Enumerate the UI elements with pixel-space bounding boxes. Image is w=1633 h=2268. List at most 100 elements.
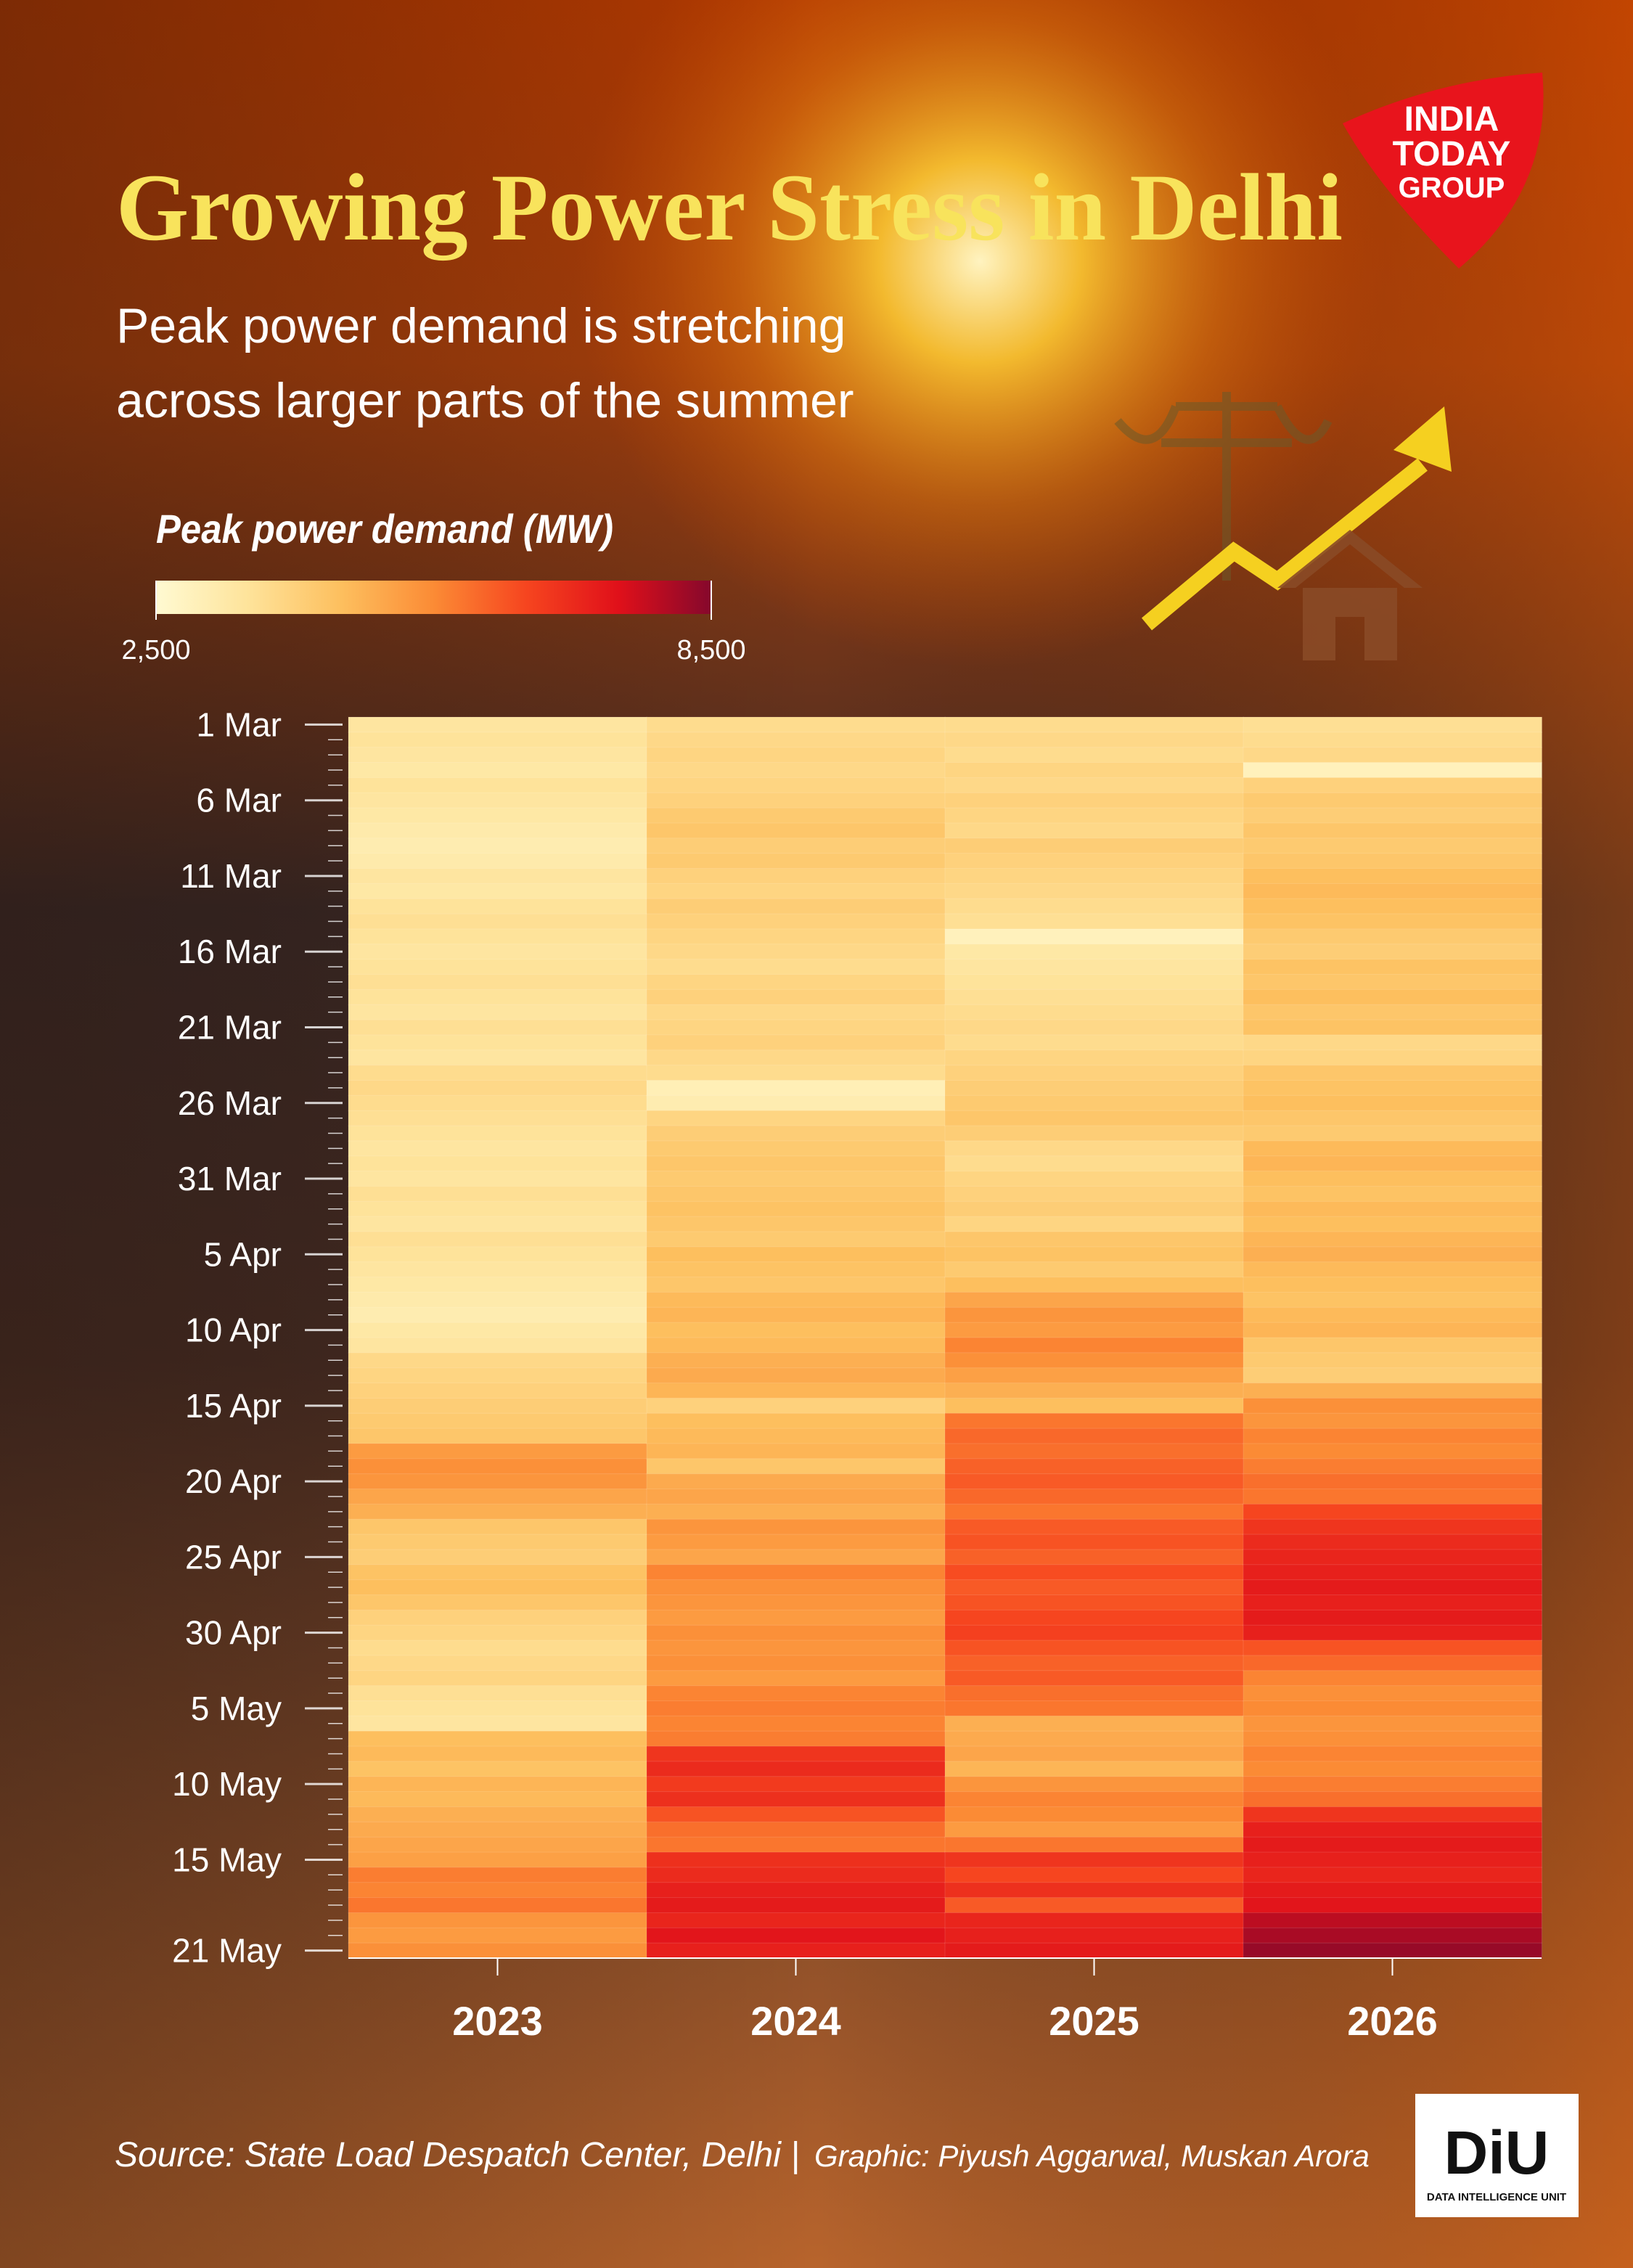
heat-cell <box>646 1412 946 1430</box>
heat-cell <box>646 1140 946 1157</box>
y-tick-label: 5 Apr <box>204 1235 282 1273</box>
heat-cell <box>1243 868 1542 885</box>
heat-cell <box>646 1261 946 1278</box>
heat-cell <box>348 1639 647 1656</box>
heat-cell <box>646 1428 946 1444</box>
heat-cell <box>348 1730 647 1748</box>
heat-cell <box>348 1836 647 1854</box>
heat-cell <box>348 732 647 748</box>
heat-cell <box>348 1489 647 1505</box>
heat-cell <box>944 1367 1244 1384</box>
heat-cell <box>944 1836 1244 1854</box>
heat-cell <box>944 762 1244 779</box>
heat-cell <box>348 777 647 794</box>
heat-cell <box>348 1322 647 1339</box>
heat-cell <box>1243 1231 1542 1248</box>
heat-cell <box>1243 898 1542 915</box>
heat-cell <box>944 928 1244 945</box>
y-tick-label: 21 Mar <box>178 1009 282 1047</box>
heat-cell <box>944 822 1244 839</box>
heat-cell <box>944 1534 1244 1550</box>
heat-cell <box>944 1489 1244 1505</box>
heat-cell <box>646 1655 946 1671</box>
heat-cell <box>646 1776 946 1793</box>
logo-box <box>1415 2094 1579 2217</box>
heat-cell <box>348 1397 647 1415</box>
heat-cell <box>646 1185 946 1203</box>
heat-cell <box>1243 913 1542 930</box>
heat-cell <box>348 959 647 975</box>
house-body <box>1303 588 1397 660</box>
heat-cell <box>944 1882 1244 1899</box>
heat-cell <box>348 1549 647 1565</box>
logo-text: DiU <box>1444 2118 1550 2187</box>
heat-cell <box>646 1670 946 1687</box>
heat-cell <box>646 913 946 930</box>
heat-cell <box>944 883 1244 900</box>
x-tick-label: 2024 <box>750 1998 841 2044</box>
heat-cell <box>1243 1140 1542 1157</box>
heat-cell <box>348 1715 647 1732</box>
heat-cell <box>348 1231 647 1248</box>
heat-cell <box>348 1034 647 1051</box>
heat-cell <box>646 943 946 960</box>
heat-cell <box>646 1594 946 1611</box>
heat-cell <box>1243 974 1542 991</box>
heat-cell <box>348 1019 647 1036</box>
heat-cell <box>348 1337 647 1354</box>
heat-cell <box>1243 1851 1542 1868</box>
heat-cell <box>646 1458 946 1475</box>
heat-cell <box>348 1882 647 1899</box>
heat-cell <box>1243 762 1542 779</box>
heat-cell <box>944 1715 1244 1732</box>
heat-cell <box>944 1291 1244 1309</box>
heat-cell <box>348 898 647 915</box>
logo-text: INDIA <box>1404 100 1499 139</box>
heat-cell <box>944 1200 1244 1218</box>
y-tick-label: 16 Mar <box>178 933 282 970</box>
logo-text: GROUP <box>1399 172 1505 204</box>
heat-cell <box>1243 838 1542 854</box>
heat-cell <box>944 1140 1244 1157</box>
heat-cell <box>1243 988 1542 1006</box>
y-tick-label: 26 Mar <box>178 1084 282 1122</box>
heat-cell <box>646 1125 946 1142</box>
heat-cell <box>348 1821 647 1838</box>
heat-cell <box>348 1534 647 1550</box>
heat-cell <box>944 1609 1244 1626</box>
heat-cell <box>1243 1534 1542 1550</box>
heat-cell <box>944 1352 1244 1369</box>
heat-cell <box>646 1034 946 1051</box>
heat-cell <box>646 1277 946 1293</box>
heat-cell <box>1243 1761 1542 1777</box>
heat-cell <box>646 1564 946 1581</box>
heat-cell <box>1243 883 1542 900</box>
heat-cell <box>348 1594 647 1611</box>
heat-cell <box>1243 1079 1542 1097</box>
heat-cell <box>1243 1685 1542 1702</box>
heat-cell <box>944 1049 1244 1066</box>
heat-cell <box>1243 1458 1542 1475</box>
heat-cell <box>1243 1806 1542 1823</box>
heat-cell <box>944 716 1244 733</box>
heat-cell <box>646 1216 946 1233</box>
heat-cell <box>944 1912 1244 1929</box>
heat-cell <box>646 928 946 945</box>
heat-cell <box>944 1927 1244 1944</box>
heat-cell <box>1243 1397 1542 1415</box>
heat-cell <box>1243 1216 1542 1233</box>
heat-cell <box>1243 1700 1542 1717</box>
credit: Graphic: Piyush Aggarwal, Muskan Arora <box>814 2139 1370 2173</box>
heat-cell <box>646 1473 946 1490</box>
trend-arrow-head <box>1393 406 1452 472</box>
heat-cell <box>1243 1261 1542 1278</box>
y-tick-label: 21 May <box>172 1932 282 1970</box>
heat-cell <box>348 1277 647 1293</box>
heat-cell <box>1243 1155 1542 1172</box>
heat-cell <box>348 853 647 869</box>
heat-cell <box>1243 1110 1542 1127</box>
heat-cell <box>348 1412 647 1430</box>
heat-cell <box>348 807 647 824</box>
heat-cell <box>944 1443 1244 1460</box>
